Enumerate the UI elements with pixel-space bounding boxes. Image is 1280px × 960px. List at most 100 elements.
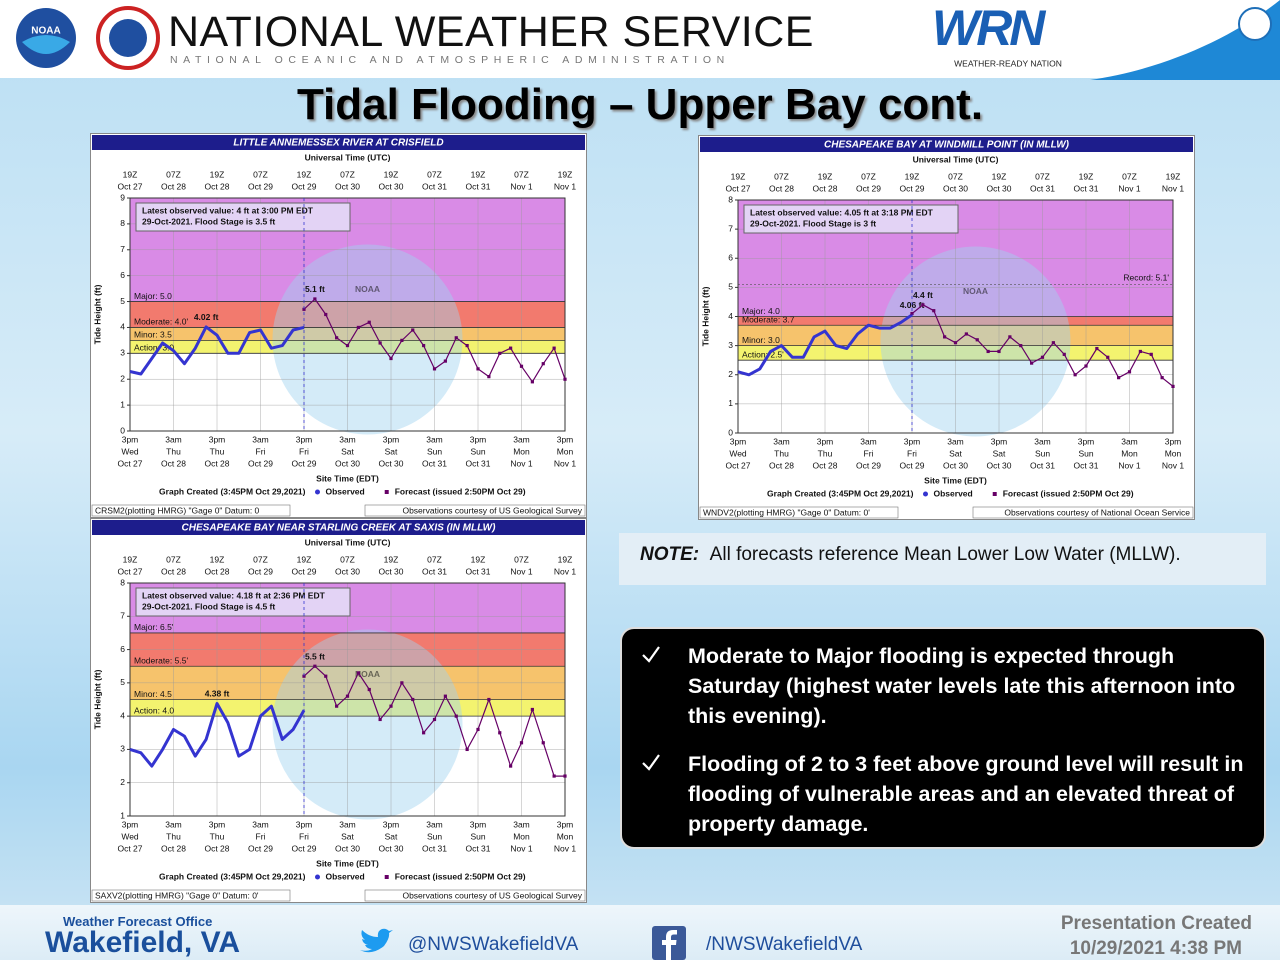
point-marker <box>552 346 556 350</box>
footer-box <box>91 504 291 517</box>
x-top-tick-label: 19Z <box>992 171 1007 181</box>
note-line: NOTE: All forecasts reference Mean Lower… <box>640 544 1181 566</box>
x-tick-label: Oct 27 <box>725 460 750 470</box>
x-tick-label: Oct 30 <box>986 460 1011 470</box>
x-tick-label: Thu <box>818 448 833 458</box>
x-tick-label: Oct 30 <box>378 843 403 853</box>
x-tick-label: Sun <box>470 446 485 456</box>
x-tick-label: Wed <box>121 831 139 841</box>
y-tick-label: 1 <box>120 399 125 409</box>
point-marker <box>943 335 947 339</box>
x-top-tick-label: Oct 31 <box>465 566 490 576</box>
x-tick-label: 3pm <box>1165 436 1182 446</box>
legend-marker <box>384 875 389 879</box>
x-tick-label: Sat <box>385 831 398 841</box>
x-tick-label: Oct 31 <box>1073 460 1098 470</box>
point-marker <box>519 741 524 745</box>
x-top-tick-label: Nov 1 <box>554 566 576 576</box>
x-tick-label: Thu <box>166 446 181 456</box>
x-top-tick-label: Oct 27 <box>117 566 142 576</box>
point-marker <box>335 704 339 708</box>
x-top-tick-label: 07Z <box>166 169 181 179</box>
legend-label: Observed <box>326 871 365 881</box>
watermark-seal <box>272 244 463 435</box>
info-box <box>743 204 959 234</box>
x-top-tick-label: 19Z <box>471 554 486 564</box>
x-tick-label: 3am <box>947 436 964 446</box>
x-tick-label: Thu <box>774 448 789 458</box>
y-tick-label: 2 <box>120 373 125 383</box>
x-axis-label: Site Time (EDT) <box>924 475 987 485</box>
x-tick-label: 3pm <box>470 819 487 829</box>
x-tick-label: Oct 31 <box>422 843 447 853</box>
x-tick-label: Oct 31 <box>465 458 490 468</box>
check-icon <box>642 646 660 663</box>
stage-label: Moderate: 4.0' <box>134 317 188 327</box>
y-tick-label: 9 <box>120 192 125 202</box>
x-top-tick-label: Oct 28 <box>161 566 186 576</box>
x-tick-label: Oct 27 <box>117 458 142 468</box>
x-tick-label: 3pm <box>296 434 313 444</box>
point-marker <box>443 694 447 698</box>
point-marker <box>400 681 404 685</box>
y-tick-label: 0 <box>120 425 125 435</box>
point-marker <box>1030 361 1034 365</box>
x-top-tick-label: Oct 28 <box>204 181 229 191</box>
x-top-axis-label: Universal Time (UTC) <box>913 154 999 164</box>
x-tick-label: 3pm <box>383 819 400 829</box>
footer-box <box>364 889 586 902</box>
y-tick-label: 6 <box>728 253 733 263</box>
y-tick-label: 1 <box>728 398 733 408</box>
x-top-tick-label: 07Z <box>514 554 529 564</box>
x-tick-label: Oct 31 <box>465 843 490 853</box>
x-top-tick-label: Nov 1 <box>1118 183 1140 193</box>
x-tick-label: Oct 31 <box>1030 460 1055 470</box>
point-marker <box>541 362 545 366</box>
point-marker <box>1019 344 1023 348</box>
footer-right: Observations courtesy of US Geological S… <box>402 890 582 900</box>
x-top-axis-label: Universal Time (UTC) <box>305 152 391 162</box>
x-top-tick-label: 19Z <box>471 169 486 179</box>
x-tick-label: Thu <box>210 446 225 456</box>
y-tick-label: 6 <box>120 270 125 280</box>
x-tick-label: Oct 29 <box>291 843 316 853</box>
title-bar <box>92 135 585 150</box>
point-marker <box>964 332 968 336</box>
x-top-tick-label: 19Z <box>818 171 833 181</box>
peak-label: 4.06 ft <box>900 300 925 310</box>
y-tick-label: 1 <box>120 810 125 820</box>
x-tick-label: 3pm <box>557 434 574 444</box>
point-marker <box>432 717 437 722</box>
noaa-logo-text: NOAA <box>31 26 60 37</box>
x-top-tick-label: Oct 30 <box>335 181 360 191</box>
stage-label: Major: 5.0 <box>134 291 172 301</box>
x-tick-label: Oct 28 <box>161 458 186 468</box>
title-bar <box>700 137 1193 152</box>
point-marker <box>498 351 502 355</box>
x-tick-label: Sun <box>427 446 442 456</box>
x-tick-label: 3am <box>1034 436 1051 446</box>
tide-chart: CHESAPEAKE BAY AT WINDMILL POINT (IN MLL… <box>698 135 1195 520</box>
point-marker <box>367 687 371 692</box>
x-tick-label: Nov 1 <box>510 843 532 853</box>
footer-right: Observations courtesy of US Geological S… <box>402 505 582 515</box>
x-tick-label: 3pm <box>122 819 139 829</box>
point-marker <box>1062 352 1066 356</box>
peak-label: 4.38 ft <box>205 689 230 699</box>
y-tick-label: 3 <box>728 340 733 350</box>
x-tick-label: Oct 30 <box>335 458 360 468</box>
x-tick-label: Sun <box>1078 448 1093 458</box>
footer-box <box>972 506 1194 519</box>
x-top-tick-label: 19Z <box>210 169 225 179</box>
chart-title: LITTLE ANNEMESSEX RIVER AT CRISFIELD <box>233 138 443 149</box>
x-tick-label: Sat <box>949 448 962 458</box>
y-tick-label: 0 <box>728 427 733 437</box>
point-marker <box>986 349 990 354</box>
info-box <box>135 587 351 617</box>
x-tick-label: Mon <box>1165 448 1182 458</box>
footer-left: CRSM2(plotting HMRG) "Gage 0" Datum: 0 <box>95 505 260 515</box>
footer-left: WNDV2(plotting HMRG) "Gage 0" Datum: 0' <box>703 507 870 517</box>
x-tick-label: Thu <box>166 831 181 841</box>
x-tick-label: Oct 28 <box>204 843 229 853</box>
